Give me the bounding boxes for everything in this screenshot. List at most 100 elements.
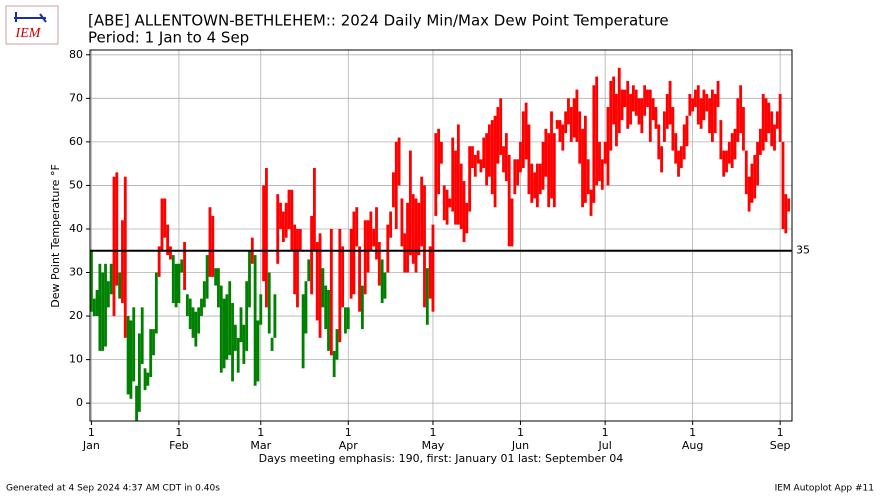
dew-point-bar [629,93,632,125]
dew-point-bar [558,120,562,142]
x-tick-label-line: Mar [250,439,271,452]
dew-point-bar [389,211,393,238]
dew-point-bar [101,272,105,351]
y-axis-label: Dew Point Temperature °F [49,164,62,308]
dew-point-bar [394,141,398,229]
dew-point-bar [448,198,452,208]
dew-point-bar [668,80,672,125]
dew-point-bar [694,89,697,108]
dew-point-bar [473,154,477,177]
dew-point-bar [490,120,494,195]
threshold-label: 35 [796,244,810,257]
dew-point-bar [279,202,282,229]
dew-point-bar [174,263,178,308]
dew-point-bar [109,263,113,295]
dew-point-bar [411,194,415,264]
dew-point-bar [366,220,370,273]
dew-point-bar [445,189,449,225]
dew-point-bar [578,111,582,164]
dew-point-bar [739,85,743,134]
dew-point-bar [205,255,209,299]
dew-point-bar [296,228,299,308]
dew-point-bar [567,98,570,125]
y-tick-label: 10 [69,353,83,366]
dew-point-bar [564,111,568,134]
dew-point-bar [533,172,536,199]
dew-point-bar [166,224,170,256]
dew-point-bar [744,150,748,195]
dew-point-bar [208,207,212,277]
dew-point-bar [324,285,328,330]
dew-point-bar [92,298,96,317]
x-tick-label-line: 1 [777,426,784,439]
dew-point-bar [375,207,378,260]
dew-point-bar [273,294,277,338]
dew-point-bar [702,89,706,121]
dew-point-bar [104,263,107,347]
dew-point-bar [335,329,339,360]
dew-point-bar [640,98,644,134]
dew-point-bar [160,198,164,251]
dew-point-bar [287,189,291,229]
dew-point-bar [499,98,503,155]
y-tick-label: 0 [76,396,83,409]
dew-point-bar [471,146,474,169]
dew-point-bar [699,98,703,129]
dew-point-bar [284,202,288,238]
dew-point-bar [634,89,638,116]
dew-point-bar [719,120,723,160]
dew-point-bar [380,259,384,303]
dew-point-bar [725,150,728,173]
dew-point-bar [643,85,647,116]
dew-point-bar [510,198,514,247]
dew-point-bar [363,220,367,295]
dew-point-bar [123,176,127,338]
dew-point-bar [95,289,99,317]
dew-point-bar [253,255,257,386]
logo-frame [5,5,59,45]
dew-point-bar [301,294,305,369]
dew-point-bar [530,163,534,203]
dew-point-bar [660,146,664,173]
dew-point-bar [606,107,610,186]
dew-point-bar [535,163,539,208]
chart-title: [ABE] ALLENTOWN-BETHLEHEM:: 2024 Daily M… [88,12,669,30]
dew-point-bar [341,246,345,308]
dew-point-bar [383,272,387,299]
dew-point-bar [265,168,268,308]
dew-point-bar [149,329,153,378]
footer-left: Generated at 4 Sep 2024 4:37 AM CDT in 0… [6,484,220,494]
dew-point-bar [358,246,361,312]
dew-point-bar [538,163,542,195]
x-tick-label-line: 1 [175,426,182,439]
dew-point-bar [637,98,641,125]
dew-point-bar [696,85,700,125]
dew-point-bar [231,302,234,382]
dew-point-bar [262,185,266,282]
dew-point-bar [626,80,630,129]
dew-point-bar [177,263,181,303]
dew-point-bar [321,268,325,308]
dew-point-bar [657,124,661,160]
dew-point-bar [121,220,124,303]
dew-point-bar [332,350,336,378]
dew-point-bar [722,150,726,177]
dew-point-bar [778,93,782,142]
dew-point-bar [276,194,280,264]
dew-point-bar [600,159,604,190]
dew-point-bar [482,137,486,169]
dew-point-bar [487,124,491,177]
dew-point-bar [677,150,680,177]
dew-point-bar [118,272,122,299]
dew-point-bar [157,246,161,277]
dew-point-bar [214,268,218,286]
dew-point-bar [146,372,150,386]
dew-point-bar [770,111,774,147]
y-tick-label: 20 [69,309,83,322]
dew-point-bar [115,172,119,286]
dew-point-bar [547,133,551,208]
dew-point-bar [392,172,395,208]
logo: IEM [5,5,59,45]
dew-point-bar [377,242,381,286]
dew-point-bar [344,307,347,334]
